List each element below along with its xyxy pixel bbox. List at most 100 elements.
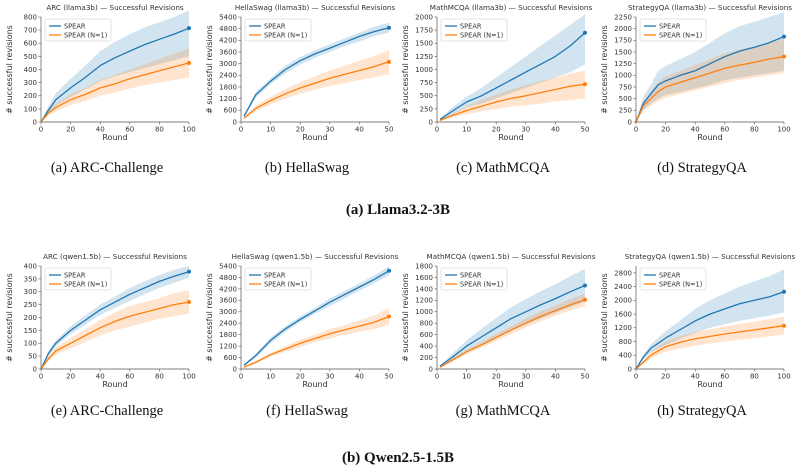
confidence-band	[440, 14, 585, 121]
panel-caption: (h) StrategyQA	[657, 403, 747, 419]
x-tick-label: 40	[355, 126, 364, 134]
y-tick-label: 5400	[219, 13, 237, 21]
legend-label: SPEAR	[460, 271, 482, 279]
panel-title: StrategyQA (qwen1.5b) — Successful Revis…	[625, 252, 796, 261]
panel-caption: (e) ARC-Challenge	[51, 403, 163, 419]
series-line	[635, 291, 785, 370]
y-tick-label: 2250	[614, 13, 632, 21]
y-tick-label: 1750	[415, 27, 433, 35]
panel-title: MathMCQA (qwen1.5b) — Successful Revisio…	[427, 252, 596, 261]
y-tick-label: 4800	[219, 25, 237, 33]
series-line	[635, 35, 785, 123]
series-end-marker	[782, 289, 786, 294]
x-tick-label: 60	[720, 126, 729, 134]
confidence-band	[636, 316, 784, 369]
y-tick-label: 1500	[614, 48, 632, 56]
x-tick-label: 20	[492, 373, 501, 381]
y-tick-label: 1600	[614, 310, 632, 318]
x-tick-label: 0	[239, 126, 243, 134]
y-tick-label: 1000	[415, 66, 433, 74]
x-tick-label: 10	[266, 126, 275, 134]
x-tick-label: 20	[661, 126, 670, 134]
series-line	[439, 299, 586, 368]
y-tick-label: 2400	[614, 283, 632, 291]
y-tick-label: 400	[619, 352, 632, 360]
chart-panel: 0 250 500 750 1000 1250 1500 1750 2000 0 10 20 30 40 5…	[401, 3, 592, 142]
y-tick-label: 250	[420, 105, 433, 113]
confidence-band	[636, 38, 784, 122]
x-tick-label: 0	[239, 373, 243, 381]
y-axis-label: # successful revisions	[600, 273, 609, 362]
y-tick-label: 50	[28, 353, 37, 361]
legend-label: SPEAR (N=1)	[64, 31, 107, 39]
series-line	[439, 83, 586, 122]
x-tick-label: 20	[492, 126, 501, 134]
x-tick-label: 40	[551, 126, 560, 134]
x-tick-label: 30	[325, 126, 334, 134]
x-tick-label: 40	[96, 126, 105, 134]
x-axis-label: Round	[302, 133, 327, 142]
x-tick-label: 60	[720, 373, 729, 381]
chart-panel: 0 50 100 150 200 250 300 350 400 0 20 40 60 80 100 ARC …	[5, 252, 196, 389]
x-tick-label: 80	[750, 126, 759, 134]
y-tick-label: 0	[429, 365, 433, 373]
x-tick-label: 10	[266, 373, 275, 381]
y-tick-label: 200	[24, 314, 37, 322]
y-tick-label: 300	[24, 288, 37, 296]
x-tick-label: 20	[296, 373, 305, 381]
x-tick-label: 0	[634, 126, 638, 134]
x-axis-label: Round	[498, 380, 523, 389]
x-tick-label: 100	[777, 126, 790, 134]
y-tick-label: 700	[24, 27, 37, 35]
y-tick-label: 750	[420, 79, 433, 87]
x-tick-label: 50	[385, 126, 394, 134]
series-end-marker	[387, 268, 391, 273]
legend-label: SPEAR	[659, 22, 681, 30]
y-tick-label: 400	[24, 262, 37, 270]
y-tick-label: 1250	[614, 60, 632, 68]
chart-panel: 0 600 1200 1800 2400 3000 3600 4200 4800 5400 0 10 2…	[205, 3, 395, 142]
panel-title: MathMCQA (llama3b) — Successful Revision…	[430, 3, 593, 12]
series-end-marker	[387, 314, 391, 319]
x-tick-label: 60	[125, 373, 134, 381]
x-tick-label: 0	[435, 126, 439, 134]
x-axis-label: Round	[697, 380, 722, 389]
y-tick-label: 500	[619, 95, 632, 103]
legend-box	[639, 18, 707, 42]
legend-label: SPEAR (N=1)	[460, 280, 503, 288]
panel-title: HellaSwag (qwen1.5b) — Successful Revisi…	[232, 252, 399, 261]
y-tick-label: 400	[420, 343, 433, 351]
y-tick-label: 100	[24, 340, 37, 348]
panel-caption: (c) MathMCQA	[456, 160, 550, 176]
y-tick-label: 1000	[614, 72, 632, 80]
legend-label: SPEAR	[64, 271, 86, 279]
y-axis-label: # successful revisions	[401, 273, 410, 362]
legend-label: SPEAR (N=1)	[264, 31, 307, 39]
y-tick-label: 4200	[219, 285, 237, 293]
chart-panel: 0 600 1200 1800 2400 3000 3600 4200 4800 5400 0 10 2…	[205, 252, 399, 389]
series-end-marker	[583, 30, 587, 35]
series-line	[243, 270, 390, 366]
confidence-band	[41, 48, 189, 122]
panel-title: StrategyQA (llama3b) — Successful Revisi…	[628, 3, 792, 12]
x-tick-label: 60	[125, 126, 134, 134]
x-tick-label: 40	[355, 373, 364, 381]
series-line	[243, 61, 390, 119]
y-tick-label: 2400	[219, 72, 237, 80]
y-tick-label: 1800	[415, 262, 433, 270]
chart-panel: 0 100 200 300 400 500 600 700 800 0 20 40 60 80 100 ARC…	[5, 3, 196, 142]
confidence-band	[636, 269, 784, 369]
series-end-marker	[583, 283, 587, 288]
y-axis-label: # successful revisions	[5, 273, 14, 362]
series-end-marker	[782, 34, 786, 39]
panel-title: ARC (qwen1.5b) — Successful Revisions	[43, 252, 187, 261]
y-tick-label: 2400	[219, 320, 237, 328]
x-tick-label: 0	[39, 373, 43, 381]
y-tick-label: 2800	[614, 269, 632, 277]
y-tick-label: 100	[24, 105, 37, 113]
y-tick-label: 3000	[219, 308, 237, 316]
x-tick-label: 40	[691, 126, 700, 134]
